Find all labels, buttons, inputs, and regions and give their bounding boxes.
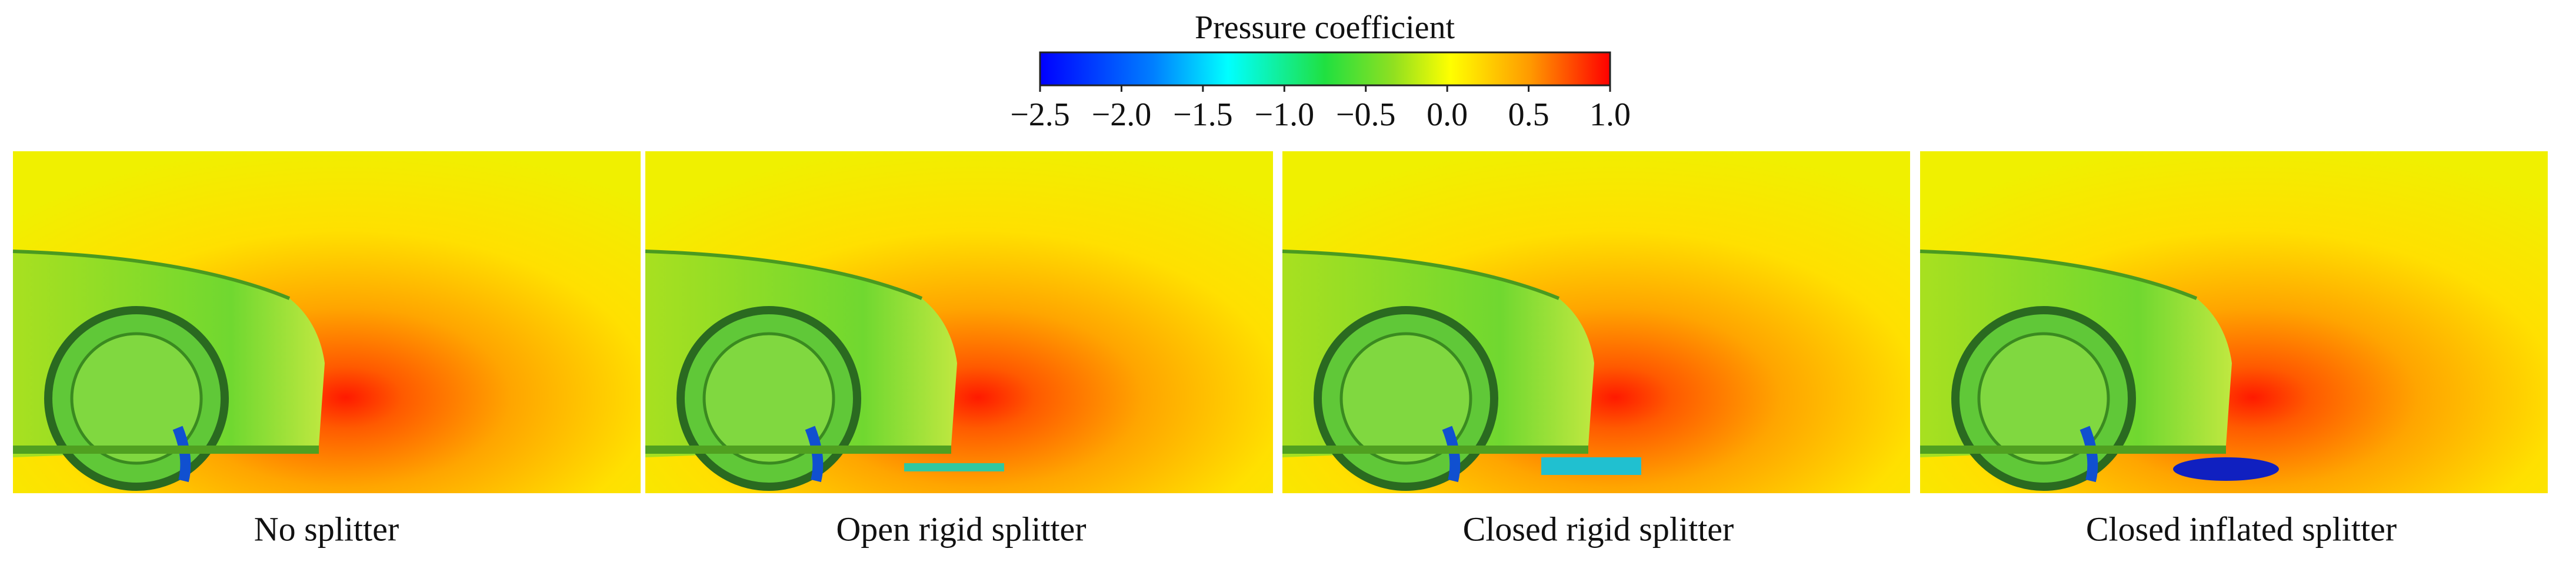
tick-label: −2.0	[1092, 97, 1152, 133]
panel	[1920, 151, 2548, 493]
tick-label: −2.5	[1010, 97, 1070, 133]
tick-label: 1.0	[1589, 97, 1631, 133]
panel	[13, 151, 641, 493]
panel-caption: Closed rigid splitter	[1463, 510, 1734, 548]
panel-caption: Open rigid splitter	[836, 510, 1086, 548]
panel-caption: Closed inflated splitter	[2086, 510, 2397, 548]
panel	[645, 151, 1273, 493]
colorbar-title: Pressure coefficient	[1195, 9, 1455, 46]
tick-label: −1.5	[1173, 97, 1233, 133]
panel	[1282, 151, 1910, 493]
tick-label: 0.5	[1508, 97, 1549, 133]
tick-label: 0.0	[1427, 97, 1468, 133]
colorbar	[1039, 51, 1611, 87]
tick-label: −1.0	[1254, 97, 1314, 133]
tick-label: −0.5	[1336, 97, 1396, 133]
panel-caption: No splitter	[254, 510, 399, 548]
